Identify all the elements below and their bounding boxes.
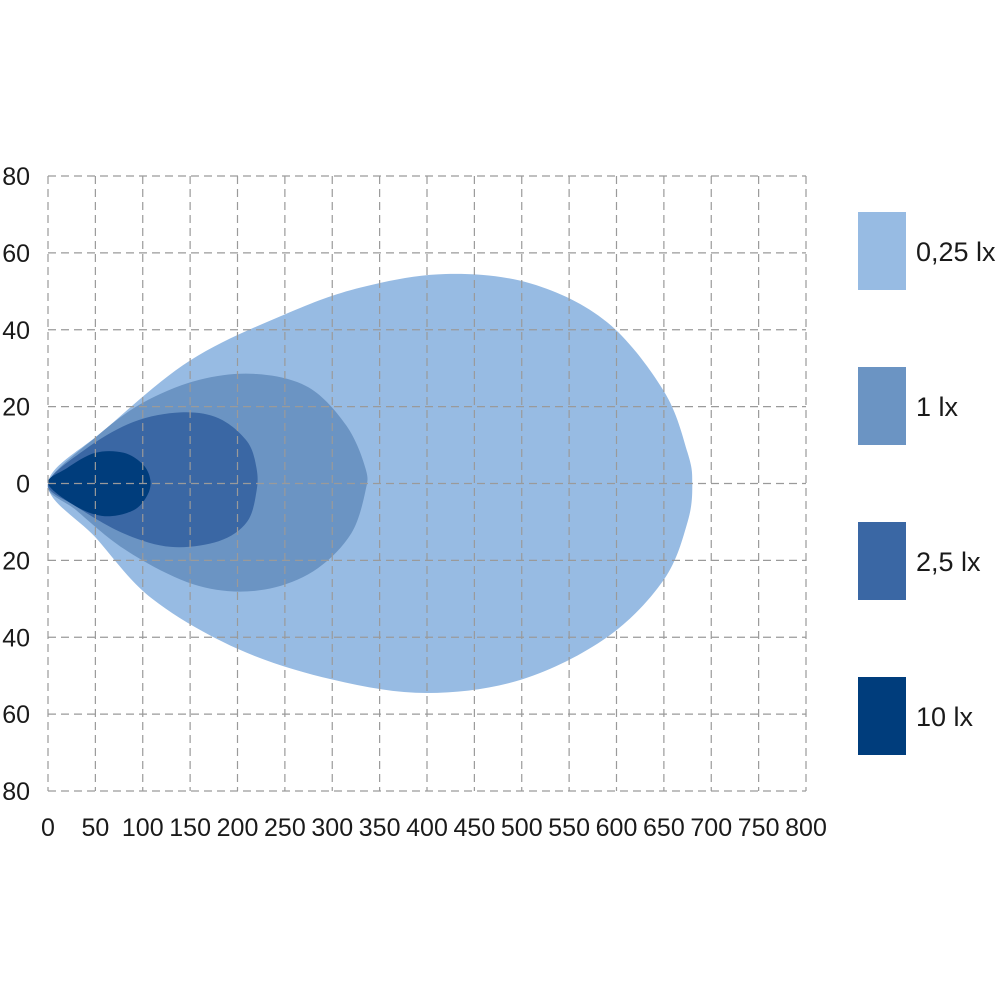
legend-label: 2,5 lx [916, 547, 981, 577]
legend-label: 1 lx [916, 392, 959, 422]
legend: 0,25 lx 1 lx 2,5 lx 10 lx [858, 212, 996, 755]
x-tick-label: 550 [548, 814, 590, 842]
legend-label: 0,25 lx [916, 237, 996, 267]
grid-lines [47, 175, 807, 792]
x-tick-label: 750 [738, 814, 780, 842]
legend-swatch [858, 212, 906, 290]
y-tick-label: 60 [2, 240, 30, 268]
legend-label: 10 lx [916, 702, 974, 732]
x-tick-label: 50 [81, 814, 109, 842]
y-tick-label: 40 [2, 624, 30, 652]
x-tick-label: 800 [785, 814, 827, 842]
legend-item: 0,25 lx [858, 212, 996, 290]
legend-swatch [858, 367, 906, 445]
legend-swatch [858, 522, 906, 600]
y-tick-label: 40 [2, 317, 30, 345]
x-axis-ticks: 0 50 100 150 200 250 300 350 400 450 500 550 600 650 7… [41, 814, 827, 842]
x-tick-label: 100 [122, 814, 164, 842]
y-tick-label: 80 [2, 163, 30, 191]
y-tick-label: 20 [2, 394, 30, 422]
x-tick-label: 150 [169, 814, 211, 842]
x-tick-label: 350 [359, 814, 401, 842]
x-tick-label: 450 [454, 814, 496, 842]
x-tick-label: 0 [41, 814, 55, 842]
x-tick-label: 200 [217, 814, 259, 842]
y-tick-label: 20 [2, 547, 30, 575]
light-distribution-areas [47, 273, 693, 693]
y-axis-ticks: 80 60 40 20 0 20 40 60 80 [2, 163, 30, 806]
x-tick-label: 300 [311, 814, 353, 842]
y-tick-label: 0 [16, 471, 30, 499]
x-tick-label: 250 [264, 814, 306, 842]
x-tick-label: 700 [690, 814, 732, 842]
legend-item: 2,5 lx [858, 522, 981, 600]
area-10-lx [47, 451, 151, 517]
legend-item: 10 lx [858, 677, 974, 755]
x-tick-label: 400 [406, 814, 448, 842]
y-tick-label: 60 [2, 701, 30, 729]
legend-item: 1 lx [858, 367, 959, 445]
x-tick-label: 650 [643, 814, 685, 842]
x-tick-label: 500 [501, 814, 543, 842]
y-tick-label: 80 [2, 778, 30, 806]
x-tick-label: 600 [596, 814, 638, 842]
legend-swatch [858, 677, 906, 755]
